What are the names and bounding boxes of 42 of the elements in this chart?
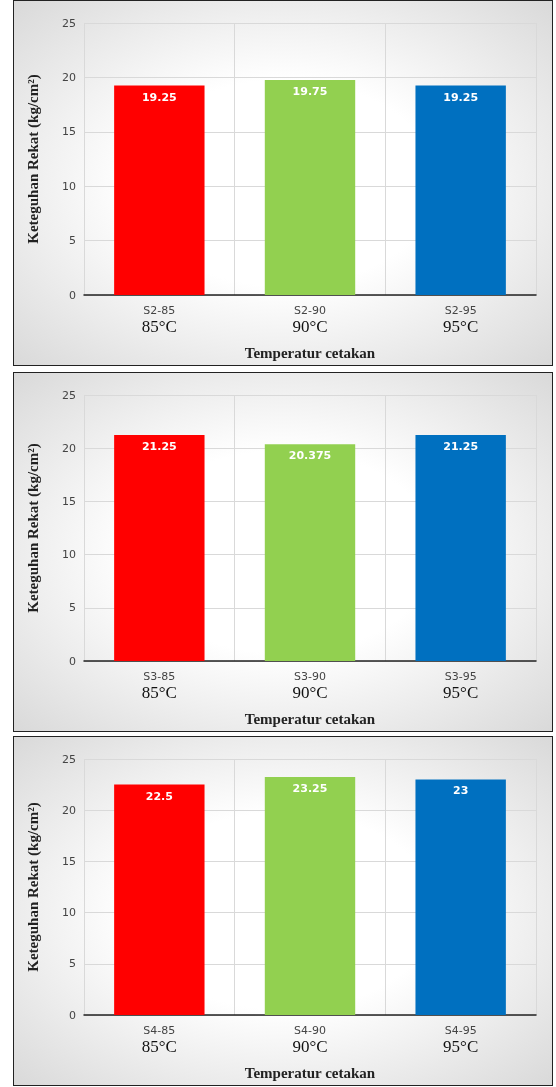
y-tick-label: 0 xyxy=(69,288,76,302)
y-tick-label: 5 xyxy=(69,601,76,615)
y-tick-label: 25 xyxy=(62,752,76,766)
data-label: 22.5 xyxy=(145,789,173,803)
y-tick-label: 25 xyxy=(62,16,76,30)
x-axis-title: Temperatur cetakan xyxy=(244,344,376,361)
y-tick-label: 15 xyxy=(62,494,76,508)
y-tick-label: 0 xyxy=(69,1008,76,1022)
x-tick-label: S4-85 85°C xyxy=(141,1023,177,1056)
x-tick-label: S2-90 90°C xyxy=(292,303,328,336)
data-label: 19.75 xyxy=(292,85,328,99)
data-label: 21.25 xyxy=(141,439,177,453)
x-tick-label: S3-85 85°C xyxy=(141,669,177,702)
x-axis-title: Temperatur cetakan xyxy=(244,710,376,727)
y-tick-label: 0 xyxy=(69,654,76,668)
data-label: 19.25 xyxy=(141,90,177,104)
x-tick-label: S3-90 90°C xyxy=(292,669,328,702)
x-axis-title: Temperatur cetakan xyxy=(244,1064,376,1081)
data-label: 23.25 xyxy=(292,781,328,795)
y-tick-label: 20 xyxy=(62,70,76,84)
data-label: 20.375 xyxy=(288,449,332,463)
data-label: 21.25 xyxy=(443,439,479,453)
y-tick-label: 20 xyxy=(62,803,76,817)
data-label: 19.25 xyxy=(443,90,479,104)
y-tick-label: 5 xyxy=(69,234,76,248)
y-tick-label: 10 xyxy=(62,548,76,562)
x-tick-label: S2-85 85°C xyxy=(141,303,177,336)
x-tick-label: S4-95 95°C xyxy=(443,1023,479,1056)
data-label: 23 xyxy=(453,784,469,798)
x-tick-label: S2-95 95°C xyxy=(443,303,479,336)
y-tick-label: 5 xyxy=(69,957,76,971)
y-tick-label: 15 xyxy=(62,125,76,139)
x-tick-label: S3-95 95°C xyxy=(443,669,479,702)
y-axis-title: Keteguhan Rekat (kg/cm²) xyxy=(24,74,42,244)
y-tick-label: 20 xyxy=(62,441,76,455)
y-tick-label: 25 xyxy=(62,388,76,402)
y-axis-title: Keteguhan Rekat (kg/cm²) xyxy=(24,802,42,972)
y-tick-label: 10 xyxy=(62,906,76,920)
y-tick-label: 15 xyxy=(62,854,76,868)
x-tick-label: S4-90 90°C xyxy=(292,1023,328,1056)
y-tick-label: 10 xyxy=(62,179,76,193)
y-axis-title: Keteguhan Rekat (kg/cm²) xyxy=(24,443,42,613)
